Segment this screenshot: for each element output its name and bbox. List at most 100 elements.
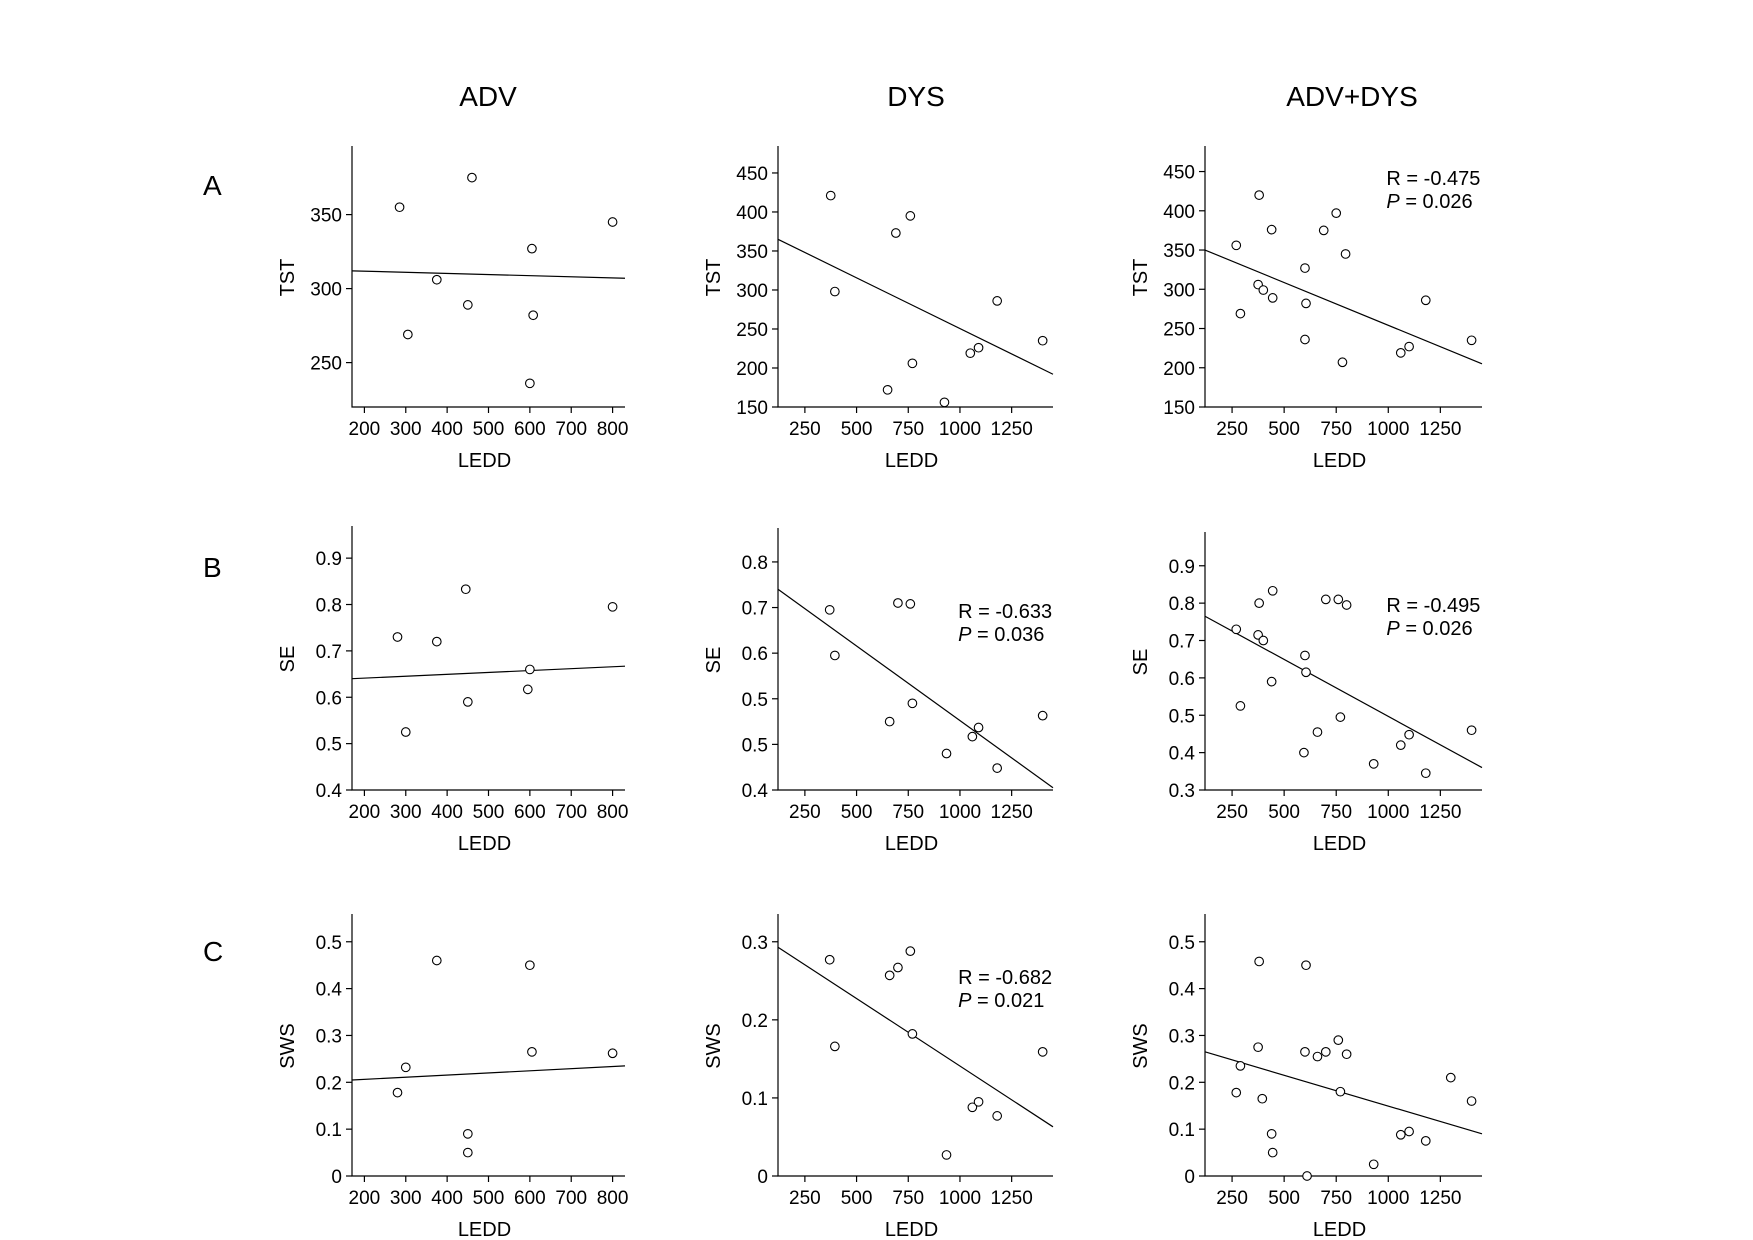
x-tick-label: 750: [892, 419, 924, 440]
data-point: [1231, 1087, 1242, 1098]
data-point: [973, 722, 984, 733]
y-tick-label: 0.2: [316, 1073, 342, 1094]
data-point: [1231, 240, 1242, 251]
x-tick-label: 1000: [1367, 419, 1409, 440]
x-tick-label: 600: [514, 1188, 546, 1209]
data-point: [400, 1062, 411, 1073]
data-point: [1267, 1147, 1278, 1158]
data-point: [1335, 712, 1346, 722]
column-title-dys: DYS: [887, 81, 945, 112]
data-point: [1267, 585, 1278, 596]
y-tick-label: 150: [736, 398, 768, 419]
x-tick-label: 250: [789, 802, 821, 823]
x-tick-label: 500: [1268, 1188, 1300, 1209]
y-tick-label: 400: [736, 203, 768, 224]
data-point: [392, 1087, 403, 1098]
data-point: [967, 1102, 978, 1113]
x-tick-label: 1250: [1419, 1188, 1461, 1209]
data-point: [1395, 1129, 1406, 1140]
column-title-adv: ADV: [459, 81, 517, 112]
data-point: [1254, 598, 1265, 608]
x-tick-label: 1000: [939, 419, 981, 440]
panel-0-1: 250 500 750 1000 1250 150 200 250 300 350 400 450 LE…: [703, 146, 1054, 472]
x-tick-label: 400: [431, 419, 463, 440]
y-tick-label: 0.5: [742, 690, 768, 711]
y-tick-label: 0: [331, 1167, 342, 1188]
axes-frame: [351, 526, 625, 791]
data-point: [830, 650, 840, 661]
data-point: [1267, 293, 1278, 303]
data-point: [893, 598, 903, 608]
regression-line: [1204, 615, 1483, 769]
annotation-r: R = -0.633: [958, 601, 1052, 623]
data-point: [431, 636, 442, 647]
data-point: [893, 962, 903, 973]
y-tick-label: 0.5: [1169, 706, 1195, 727]
data-point: [1037, 710, 1048, 721]
y-axis-label: SE: [277, 646, 299, 673]
x-tick-label: 1250: [991, 1188, 1033, 1209]
annotation-p: P = 0.026: [1386, 191, 1472, 213]
y-tick-label: 350: [310, 206, 342, 227]
column-titles: ADV DYS ADV+DYS: [459, 81, 1418, 112]
x-tick-label: 600: [514, 802, 546, 823]
x-tick-label: 300: [390, 1188, 422, 1209]
y-tick-label: 200: [736, 359, 768, 380]
data-point: [1404, 1126, 1414, 1137]
data-point: [1266, 224, 1277, 235]
data-point: [941, 1150, 952, 1160]
axes-frame: [777, 146, 1053, 408]
y-tick-label: 0.4: [316, 781, 343, 802]
data-point: [462, 1128, 473, 1139]
axes-frame: [777, 914, 1053, 1177]
data-point: [1258, 285, 1269, 295]
y-tick-label: 0.8: [1169, 594, 1195, 615]
y-tick-label: 0.3: [1169, 781, 1195, 802]
x-tick-label: 700: [555, 419, 587, 440]
data-point: [467, 172, 477, 183]
axes-frame: [351, 914, 625, 1177]
annotation-r: R = -0.682: [958, 967, 1052, 989]
data-point: [525, 960, 535, 971]
data-point: [992, 763, 1003, 773]
row-label-b: B: [203, 552, 222, 583]
data-point: [1445, 1072, 1456, 1083]
axes-frame: [1204, 914, 1482, 1177]
data-point: [607, 217, 618, 227]
data-point: [1258, 635, 1269, 646]
x-tick-label: 750: [892, 802, 924, 823]
x-tick-label: 250: [789, 419, 821, 440]
y-axis-label: TST: [1130, 259, 1152, 297]
data-point: [1253, 1042, 1263, 1053]
column-title-adv-dys: ADV+DYS: [1286, 81, 1418, 112]
x-axis-label: LEDD: [1313, 450, 1366, 472]
data-point: [1395, 740, 1406, 751]
data-point: [392, 632, 403, 642]
y-tick-label: 0.9: [316, 549, 342, 570]
y-tick-label: 0.1: [1169, 1120, 1195, 1141]
panel-2-2: 250 500 750 1000 1250 0 0.1 0.2 0.3 0.4 0.5 LEDD SWS: [1130, 914, 1483, 1240]
data-point: [992, 296, 1003, 306]
row-label-a: A: [203, 170, 222, 201]
data-point: [1420, 1136, 1431, 1146]
data-point: [1466, 335, 1477, 346]
panel-0-0: 200 300 400 500 600 700 800 250 300 350 LEDD TST: [277, 146, 628, 472]
y-tick-label: 0.3: [316, 1026, 342, 1047]
annotation-p-value: = 0.021: [971, 990, 1044, 1012]
data-point: [1368, 1159, 1379, 1170]
x-tick-label: 800: [597, 1188, 629, 1209]
y-tick-label: 300: [1163, 280, 1195, 301]
data-point: [830, 286, 840, 297]
annotation-p-symbol: P: [1386, 618, 1400, 640]
data-point: [394, 202, 405, 213]
x-tick-label: 500: [473, 802, 505, 823]
panel-2-1: 250 500 750 1000 1250 0 0.1 0.2 0.3 LEDD SWS R = -0…: [703, 914, 1054, 1240]
x-tick-label: 1000: [1367, 802, 1409, 823]
y-tick-label: 0.4: [1169, 980, 1196, 1001]
data-point: [1300, 334, 1310, 345]
x-axis-label: LEDD: [885, 1219, 938, 1240]
annotation-p-symbol: P: [1386, 191, 1400, 213]
data-point: [884, 970, 895, 981]
x-tick-label: 750: [1320, 419, 1352, 440]
x-tick-label: 250: [1216, 419, 1248, 440]
